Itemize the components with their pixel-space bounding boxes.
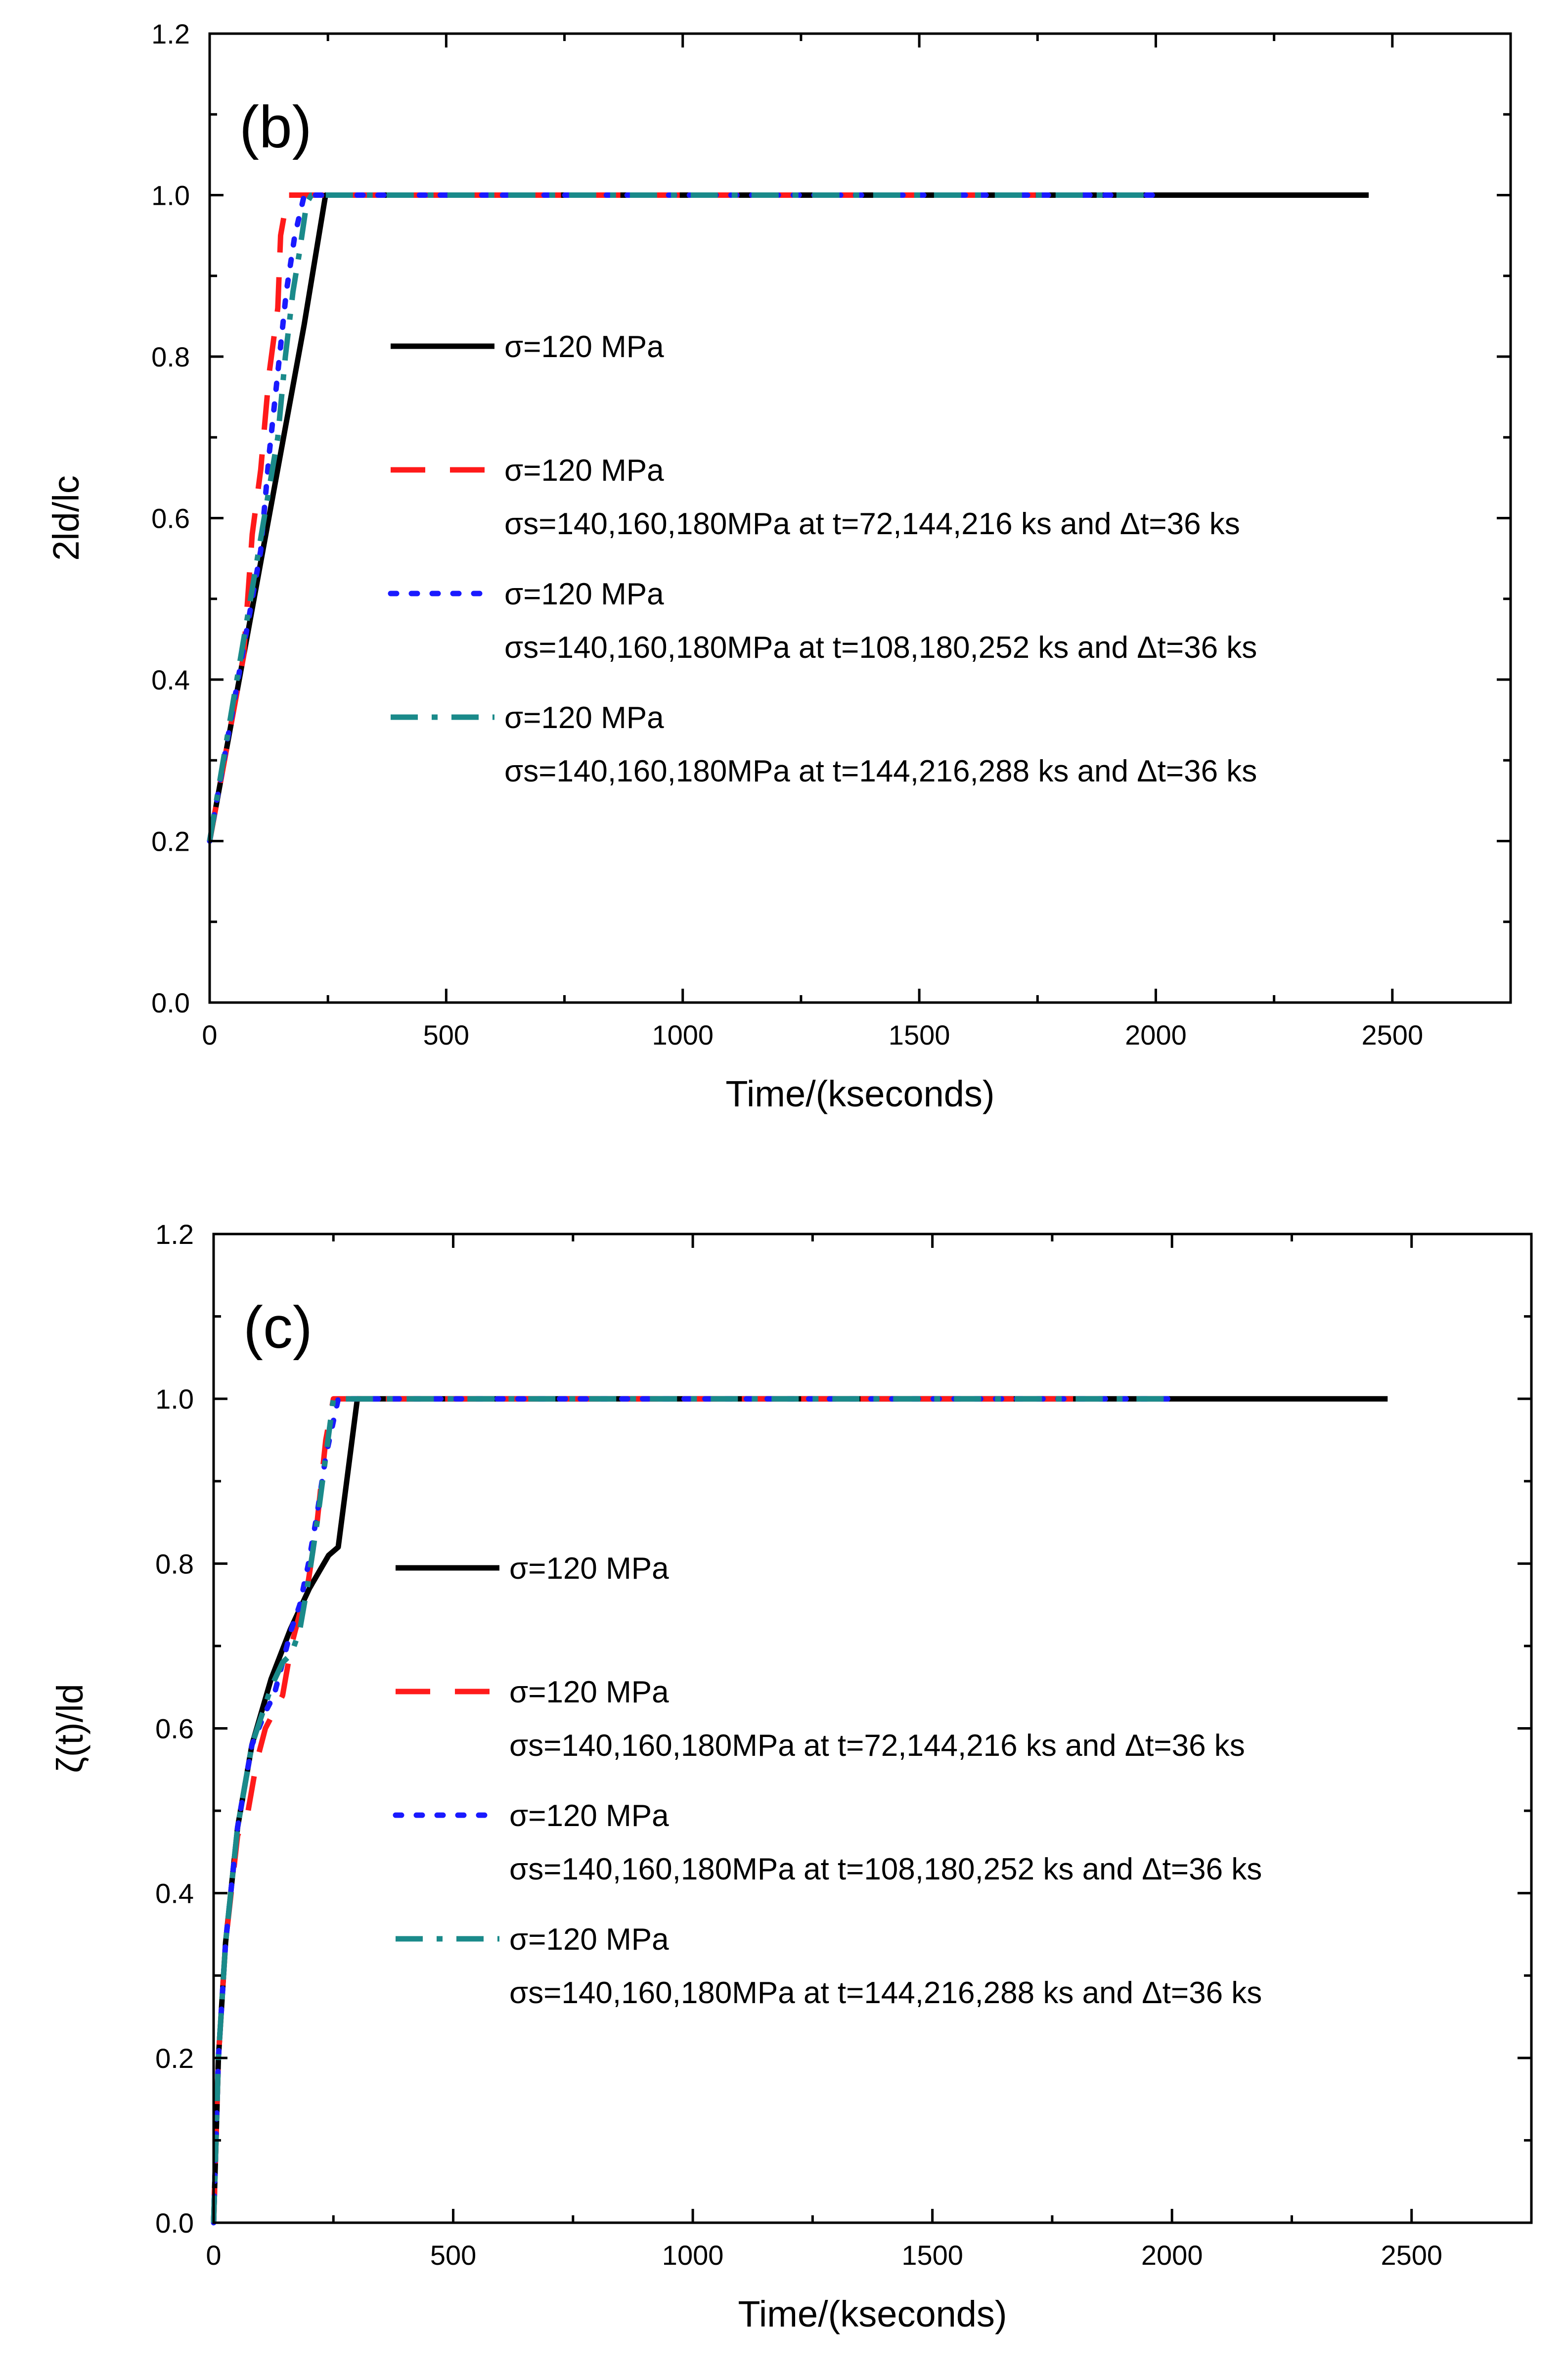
y-tick-label: 0.6: [151, 503, 190, 534]
series-line-4: [211, 1396, 1172, 2223]
x-tick-label: 1000: [652, 1019, 714, 1051]
series-line-1: [211, 1396, 1388, 2223]
y-tick-label: 0.4: [151, 664, 190, 695]
x-tick-label: 2500: [1381, 2240, 1442, 2271]
y-axis-label: 2ld/lc: [45, 475, 87, 561]
legend: σ=120 MPa σ=120 MPa σs=140,160,180MPa at t…: [388, 330, 1257, 788]
legend: σ=120 MPa σ=120 MPa σs=140,160,180MPa at t…: [393, 1552, 1262, 2010]
y-tick-label: 1.2: [155, 1219, 194, 1250]
legend-label-3: σ=120 MPa: [509, 1799, 669, 1833]
y-tick-label: 1.0: [151, 180, 190, 211]
x-tick-label: 500: [430, 2240, 476, 2271]
x-axis-label: Time/(kseconds): [725, 1073, 994, 1114]
y-tick-label: 0.0: [155, 2207, 194, 2239]
y-tick-label: 0.8: [155, 1548, 194, 1579]
y-tick-label: 0.2: [151, 826, 190, 857]
x-tick-label: 2000: [1125, 1019, 1187, 1051]
legend-label-3: σ=120 MPa: [504, 577, 664, 611]
x-tick-label: 2500: [1362, 1019, 1424, 1051]
legend-label-2: σ=120 MPa: [509, 1675, 669, 1709]
legend-sublabel-2: σs=140,160,180MPa at t=72,144,216 ks and…: [509, 1729, 1245, 1763]
x-tick-label: 1000: [662, 2240, 724, 2271]
x-tick-label: 2000: [1141, 2240, 1203, 2271]
legend-label-1: σ=120 MPa: [509, 1552, 669, 1586]
y-tick-label: 0.0: [151, 987, 190, 1018]
x-axis-label: Time/(kseconds): [738, 2293, 1007, 2334]
legend-sublabel-3: σs=140,160,180MPa at t=108,180,252 ks an…: [504, 631, 1257, 665]
legend-label-1: σ=120 MPa: [504, 330, 664, 364]
legend-sublabel-4: σs=140,160,180MPa at t=144,216,288 ks an…: [504, 754, 1257, 788]
x-tick-label: 1500: [889, 1019, 950, 1051]
y-tick-label: 1.2: [151, 18, 190, 49]
legend-label-2: σ=120 MPa: [504, 454, 664, 488]
panel-label: (c): [243, 1294, 313, 1361]
y-axis-label: ζ(t)/ld: [49, 1684, 90, 1773]
panel-b: 0 500 1000 1500 2000 2500 0.0 0.2 0.4 0.6 0.8 1.0 1.…: [45, 18, 1512, 1114]
y-tick-label: 0.8: [151, 341, 190, 372]
legend-label-4: σ=120 MPa: [504, 701, 664, 735]
x-tick-label: 0: [206, 2240, 221, 2271]
series-line-3: [211, 1396, 1175, 2226]
x-tick-label: 1500: [901, 2240, 963, 2271]
series-line-4: [207, 192, 1156, 842]
x-tick-label: 500: [423, 1019, 469, 1051]
y-tick-label: 0.4: [155, 1878, 194, 1909]
y-tick-label: 0.2: [155, 2043, 194, 2074]
legend-sublabel-4: σs=140,160,180MPa at t=144,216,288 ks an…: [509, 1976, 1262, 2010]
legend-sublabel-3: σs=140,160,180MPa at t=108,180,252 ks an…: [509, 1852, 1262, 1886]
y-tick-label: 1.0: [155, 1383, 194, 1415]
x-tick-label: 0: [202, 1019, 217, 1051]
legend-sublabel-2: σs=140,160,180MPa at t=72,144,216 ks and…: [504, 507, 1240, 541]
panel-c: 0 500 1000 1500 2000 2500 0.0 0.2 0.4 0.6 0.8 1.0 1.…: [49, 1219, 1533, 2334]
panel-label: (b): [239, 94, 312, 160]
legend-label-4: σ=120 MPa: [509, 1922, 669, 1957]
y-tick-label: 0.6: [155, 1713, 194, 1744]
